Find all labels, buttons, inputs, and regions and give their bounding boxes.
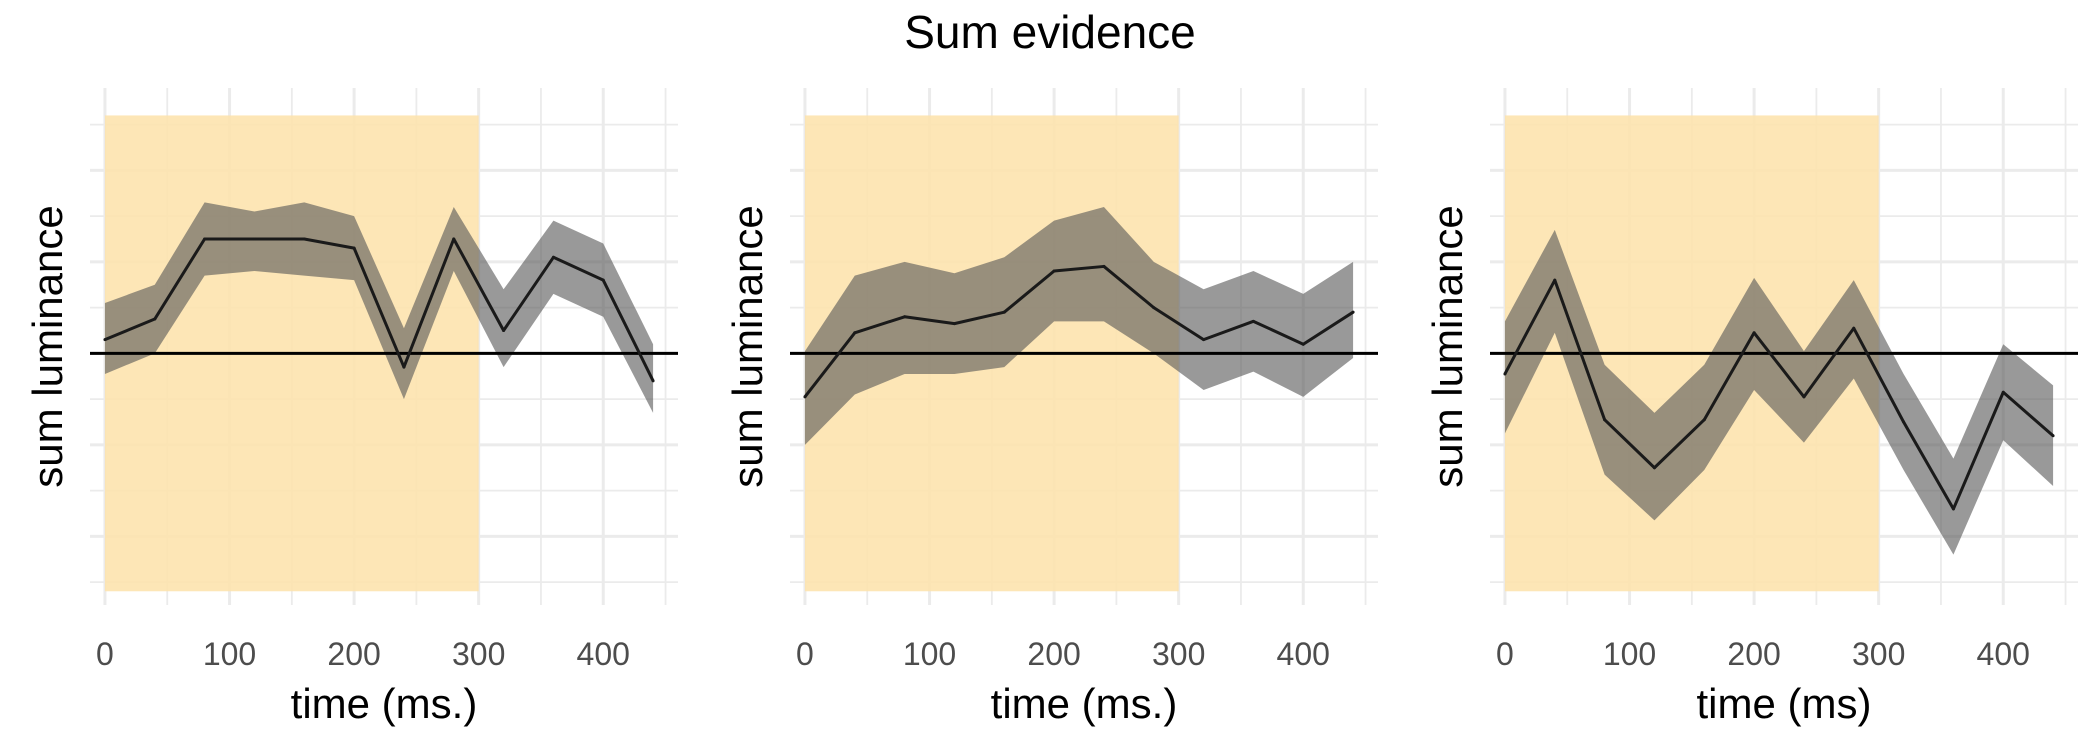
panel-3: 0 100 200 300 400 time (ms) sum luminance: [1424, 88, 2078, 727]
x-axis-label: time (ms): [1697, 680, 1872, 727]
data-point: [203, 237, 207, 241]
panel-1: 0 100 200 300 400 time (ms.) sum luminance: [24, 88, 678, 727]
data-point: [1902, 420, 1906, 424]
data-point: [903, 315, 907, 319]
data-point: [1301, 342, 1305, 346]
data-point: [1802, 395, 1806, 399]
data-point: [952, 322, 956, 326]
panel-2: 0 100 200 300 400 time (ms.) sum luminance: [724, 88, 1378, 727]
series-line: [1503, 278, 2055, 511]
data-point: [1102, 264, 1106, 268]
data-point: [1951, 507, 1955, 511]
data-point: [103, 338, 107, 342]
data-point: [1503, 372, 1507, 376]
data-point: [1852, 326, 1856, 330]
data-point: [252, 237, 256, 241]
x-tick-label: 300: [1152, 636, 1205, 672]
data-point: [1553, 278, 1557, 282]
data-point: [1251, 319, 1255, 323]
data-point: [302, 237, 306, 241]
data-point: [1002, 310, 1006, 314]
data-point: [402, 365, 406, 369]
x-tick-label: 0: [1496, 636, 1514, 672]
x-tick-label: 200: [1027, 636, 1080, 672]
data-point: [551, 255, 555, 259]
data-point: [1202, 338, 1206, 342]
ribbon: [1504, 229, 2054, 555]
x-tick-labels: 0 100 200 300 400: [796, 636, 1330, 672]
x-tick-label: 100: [903, 636, 956, 672]
data-point: [601, 278, 605, 282]
series-line: [103, 237, 655, 383]
confidence-ribbon: [804, 206, 1354, 445]
data-point: [1702, 418, 1706, 422]
series-path: [1503, 278, 2055, 511]
ribbon: [804, 206, 1354, 445]
x-tick-label: 100: [1603, 636, 1656, 672]
y-axis-label: sum luminance: [24, 205, 71, 487]
x-tick-label: 400: [1977, 636, 2030, 672]
y-axis-label: sum luminance: [1424, 205, 1471, 487]
data-point: [1652, 466, 1656, 470]
series-path: [104, 237, 655, 382]
data-point: [651, 379, 655, 383]
x-tick-label: 400: [1277, 636, 1330, 672]
x-axis-label: time (ms.): [291, 680, 478, 727]
data-point: [153, 317, 157, 321]
x-tick-label: 200: [327, 636, 380, 672]
figure-title: Sum evidence: [904, 6, 1196, 58]
x-tick-label: 100: [203, 636, 256, 672]
x-tick-label: 400: [577, 636, 630, 672]
data-point: [2001, 390, 2005, 394]
x-tick-label: 300: [452, 636, 505, 672]
data-point: [1603, 418, 1607, 422]
x-tick-labels: 0 100 200 300 400: [1496, 636, 2030, 672]
data-point: [803, 395, 807, 399]
data-point: [1152, 306, 1156, 310]
series-line: [803, 264, 1355, 399]
data-point: [452, 237, 456, 241]
data-point: [1052, 269, 1056, 273]
data-point: [1351, 310, 1355, 314]
x-axis-label: time (ms.): [991, 680, 1178, 727]
x-tick-label: 0: [796, 636, 814, 672]
data-point: [352, 246, 356, 250]
x-tick-label: 200: [1727, 636, 1780, 672]
y-axis-label: sum luminance: [724, 205, 771, 487]
series-path: [803, 264, 1354, 398]
data-point: [2051, 434, 2055, 438]
data-point: [502, 328, 506, 332]
x-tick-label: 0: [96, 636, 114, 672]
x-tick-labels: 0 100 200 300 400: [96, 636, 630, 672]
data-point: [1752, 331, 1756, 335]
x-tick-label: 300: [1852, 636, 1905, 672]
confidence-ribbon: [1504, 229, 2054, 555]
data-point: [853, 331, 857, 335]
